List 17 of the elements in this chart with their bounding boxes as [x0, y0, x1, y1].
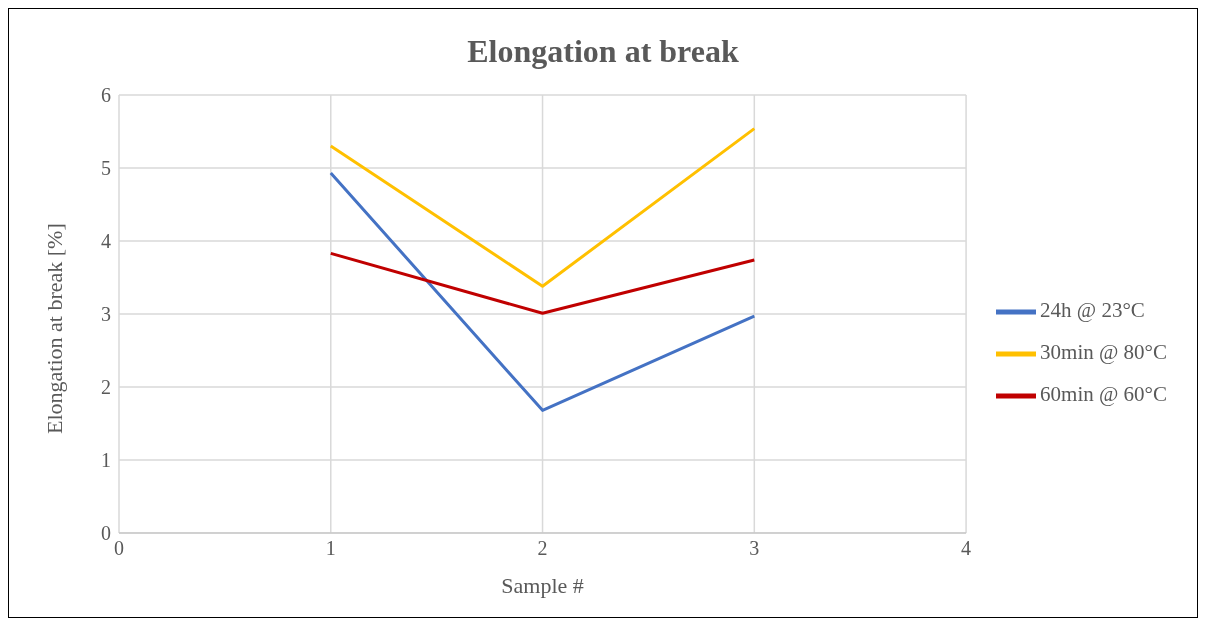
chart-title: Elongation at break	[466, 32, 740, 71]
y-tick-label: 6	[101, 84, 111, 107]
legend-label: 24h @ 23°C	[1040, 297, 1145, 322]
x-axis-title: Sample #	[501, 573, 584, 598]
x-tick-label: 3	[749, 537, 760, 560]
y-tick-label: 1	[101, 449, 111, 472]
legend-label: 30min @ 80°C	[1040, 339, 1167, 364]
y-tick-label: 4	[101, 230, 111, 253]
y-tick-label: 3	[101, 303, 111, 326]
y-tick-label: 5	[101, 157, 111, 180]
y-tick-label: 2	[101, 376, 111, 399]
x-tick-label: 1	[325, 537, 336, 560]
x-tick-label: 4	[961, 537, 972, 560]
y-axis-title: Elongation at break [%]	[41, 223, 67, 434]
x-tick-label: 2	[537, 537, 548, 560]
legend-label: 60min @ 60°C	[1040, 382, 1167, 407]
y-tick-label: 0	[101, 522, 111, 545]
